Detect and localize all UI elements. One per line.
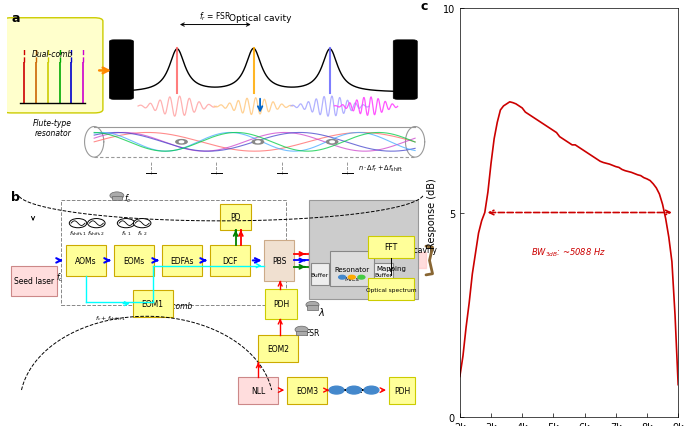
Text: Buffer: Buffer: [375, 272, 393, 277]
Text: MICs: MICs: [345, 276, 359, 281]
Circle shape: [176, 140, 187, 145]
FancyBboxPatch shape: [210, 245, 250, 276]
Circle shape: [327, 140, 338, 145]
Text: EOM3: EOM3: [296, 386, 319, 394]
Text: $f_c+f_{\rm shift,1}$: $f_c+f_{\rm shift,1}$: [95, 314, 126, 322]
Circle shape: [347, 386, 362, 394]
Circle shape: [252, 140, 264, 145]
Text: NLL: NLL: [251, 386, 266, 394]
Text: EOM2: EOM2: [267, 344, 289, 354]
FancyBboxPatch shape: [258, 335, 298, 363]
Text: Optical cavity: Optical cavity: [229, 14, 291, 23]
FancyBboxPatch shape: [297, 331, 307, 335]
Text: Seed laser: Seed laser: [14, 276, 54, 285]
FancyBboxPatch shape: [389, 377, 415, 404]
FancyBboxPatch shape: [3, 19, 103, 114]
Circle shape: [179, 141, 184, 143]
FancyBboxPatch shape: [66, 245, 106, 276]
Circle shape: [134, 219, 151, 228]
FancyBboxPatch shape: [308, 305, 318, 310]
Circle shape: [364, 386, 379, 394]
Text: $f_c$: $f_c$: [124, 192, 132, 204]
Text: Optical cavity: Optical cavity: [384, 246, 437, 255]
FancyBboxPatch shape: [112, 196, 122, 201]
FancyBboxPatch shape: [133, 290, 173, 318]
FancyBboxPatch shape: [220, 204, 251, 230]
Circle shape: [330, 141, 334, 143]
Text: $n\cdot\Delta f_r+\Delta f_{\rm shift}$: $n\cdot\Delta f_r+\Delta f_{\rm shift}$: [358, 164, 403, 174]
Text: Buffer: Buffer: [311, 272, 329, 277]
Circle shape: [88, 219, 105, 228]
Text: EOM1: EOM1: [142, 299, 164, 308]
Text: PDH: PDH: [394, 386, 410, 394]
Text: Optical spectrum: Optical spectrum: [366, 287, 416, 292]
FancyBboxPatch shape: [287, 377, 327, 404]
FancyBboxPatch shape: [311, 264, 329, 285]
Text: $f_{\rm shift,2}$: $f_{\rm shift,2}$: [87, 229, 105, 237]
FancyBboxPatch shape: [309, 201, 418, 299]
Circle shape: [117, 219, 135, 228]
Text: PDH: PDH: [273, 299, 289, 309]
Text: $f_{r,1}$: $f_{r,1}$: [121, 229, 132, 237]
Circle shape: [329, 386, 344, 394]
Circle shape: [256, 141, 260, 143]
Circle shape: [358, 276, 365, 279]
Text: $f_r$ = FSR: $f_r$ = FSR: [199, 11, 232, 23]
Circle shape: [110, 193, 124, 200]
Text: a: a: [11, 12, 20, 25]
Circle shape: [306, 302, 319, 308]
Text: c: c: [421, 0, 428, 13]
Text: PBS: PBS: [272, 256, 286, 265]
Text: Dual-comb: Dual-comb: [32, 50, 73, 59]
FancyBboxPatch shape: [393, 41, 417, 100]
Text: DCF: DCF: [222, 256, 238, 265]
Text: FFT: FFT: [385, 243, 398, 252]
FancyBboxPatch shape: [110, 41, 134, 100]
Text: EDFAs: EDFAs: [170, 256, 194, 265]
Text: b: b: [11, 190, 20, 203]
Text: Dual-comb: Dual-comb: [152, 302, 193, 311]
FancyBboxPatch shape: [369, 279, 414, 300]
Text: $f_c$: $f_c$: [56, 271, 64, 284]
FancyBboxPatch shape: [11, 266, 57, 296]
Text: $f_{\rm shift,1}$: $f_{\rm shift,1}$: [69, 229, 87, 237]
Text: $\lambda$: $\lambda$: [318, 305, 325, 317]
Text: FSR: FSR: [306, 328, 320, 337]
Text: BW$_{3dB}$: ~5088 Hz: BW$_{3dB}$: ~5088 Hz: [532, 246, 607, 258]
FancyBboxPatch shape: [369, 236, 414, 258]
Y-axis label: Response (dB): Response (dB): [427, 178, 437, 248]
FancyBboxPatch shape: [114, 245, 154, 276]
Text: EOMs: EOMs: [123, 256, 145, 265]
Text: Mapping: Mapping: [376, 265, 406, 271]
FancyBboxPatch shape: [162, 245, 202, 276]
Circle shape: [338, 276, 346, 279]
FancyBboxPatch shape: [375, 264, 393, 285]
FancyBboxPatch shape: [265, 289, 297, 319]
Circle shape: [348, 276, 356, 279]
Circle shape: [69, 219, 87, 228]
Circle shape: [295, 326, 308, 333]
Text: Flute-type
resonator: Flute-type resonator: [33, 119, 72, 138]
Text: AOMs: AOMs: [75, 256, 97, 265]
FancyBboxPatch shape: [238, 377, 278, 404]
FancyBboxPatch shape: [330, 251, 373, 287]
Text: Resonator: Resonator: [334, 266, 369, 272]
Text: $f_{r,2}$: $f_{r,2}$: [137, 229, 147, 237]
Text: PD: PD: [230, 213, 241, 222]
FancyBboxPatch shape: [264, 241, 294, 281]
